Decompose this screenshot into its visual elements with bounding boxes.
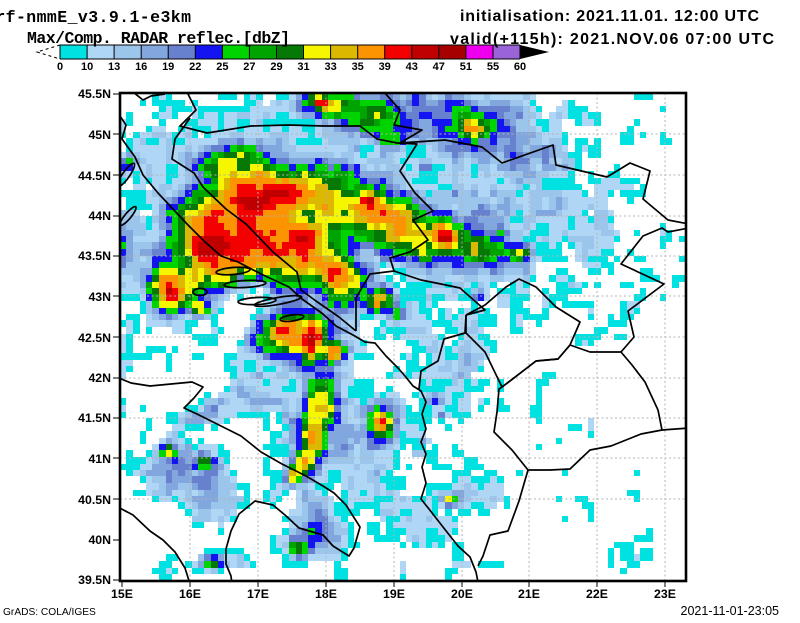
svg-text:25: 25 — [216, 61, 228, 73]
svg-text:40.5N: 40.5N — [78, 493, 111, 507]
svg-text:18E: 18E — [315, 587, 337, 601]
svg-text:initialisation: 2021.11.01. 12: initialisation: 2021.11.01. 12:00 UTC — [460, 8, 759, 25]
svg-text:15E: 15E — [111, 587, 133, 601]
svg-text:43: 43 — [406, 61, 418, 73]
svg-text:41N: 41N — [88, 452, 111, 466]
svg-text:10: 10 — [81, 61, 93, 73]
svg-text:17E: 17E — [247, 587, 269, 601]
svg-text:41.5N: 41.5N — [78, 411, 111, 425]
svg-text:22: 22 — [189, 61, 201, 73]
svg-text:33: 33 — [324, 61, 336, 73]
svg-text:Max/Comp. RADAR reflec.[dbZ]: Max/Comp. RADAR reflec.[dbZ] — [27, 29, 290, 48]
svg-text:29: 29 — [270, 61, 282, 73]
svg-text:45N: 45N — [88, 128, 111, 142]
svg-text:43N: 43N — [88, 290, 111, 304]
svg-text:31: 31 — [297, 61, 309, 73]
svg-text:42.5N: 42.5N — [78, 331, 111, 345]
svg-text:44.5N: 44.5N — [78, 169, 111, 183]
svg-text:27: 27 — [243, 61, 255, 73]
svg-text:42N: 42N — [88, 371, 111, 385]
svg-text:19: 19 — [162, 61, 174, 73]
svg-text:39: 39 — [379, 61, 391, 73]
svg-text:GrADS: COLA/IGES: GrADS: COLA/IGES — [3, 607, 96, 618]
svg-text:16E: 16E — [179, 587, 201, 601]
svg-text:valid(+115h): 2021.NOV.06 07:0: valid(+115h): 2021.NOV.06 07:00 UTC — [450, 31, 774, 48]
svg-text:45.5N: 45.5N — [78, 87, 111, 101]
svg-text:60: 60 — [514, 61, 526, 73]
svg-text:21E: 21E — [518, 587, 540, 601]
svg-text:35: 35 — [352, 61, 364, 73]
svg-text:44N: 44N — [88, 209, 111, 223]
svg-text:43.5N: 43.5N — [78, 249, 111, 263]
svg-text:39.5N: 39.5N — [78, 573, 111, 587]
svg-text:0: 0 — [57, 61, 63, 73]
svg-text:51: 51 — [460, 61, 472, 73]
svg-text:20E: 20E — [451, 587, 473, 601]
svg-text:wrf-nmmE_v3.9.1-e3km: wrf-nmmE_v3.9.1-e3km — [0, 8, 191, 27]
svg-text:19E: 19E — [383, 587, 405, 601]
svg-text:2021-11-01-23:05: 2021-11-01-23:05 — [681, 604, 780, 618]
svg-text:55: 55 — [487, 61, 499, 73]
svg-text:23E: 23E — [654, 587, 676, 601]
svg-text:22E: 22E — [586, 587, 608, 601]
svg-text:13: 13 — [108, 61, 120, 73]
svg-text:40N: 40N — [88, 533, 111, 547]
svg-text:16: 16 — [135, 61, 147, 73]
svg-text:47: 47 — [433, 61, 445, 73]
